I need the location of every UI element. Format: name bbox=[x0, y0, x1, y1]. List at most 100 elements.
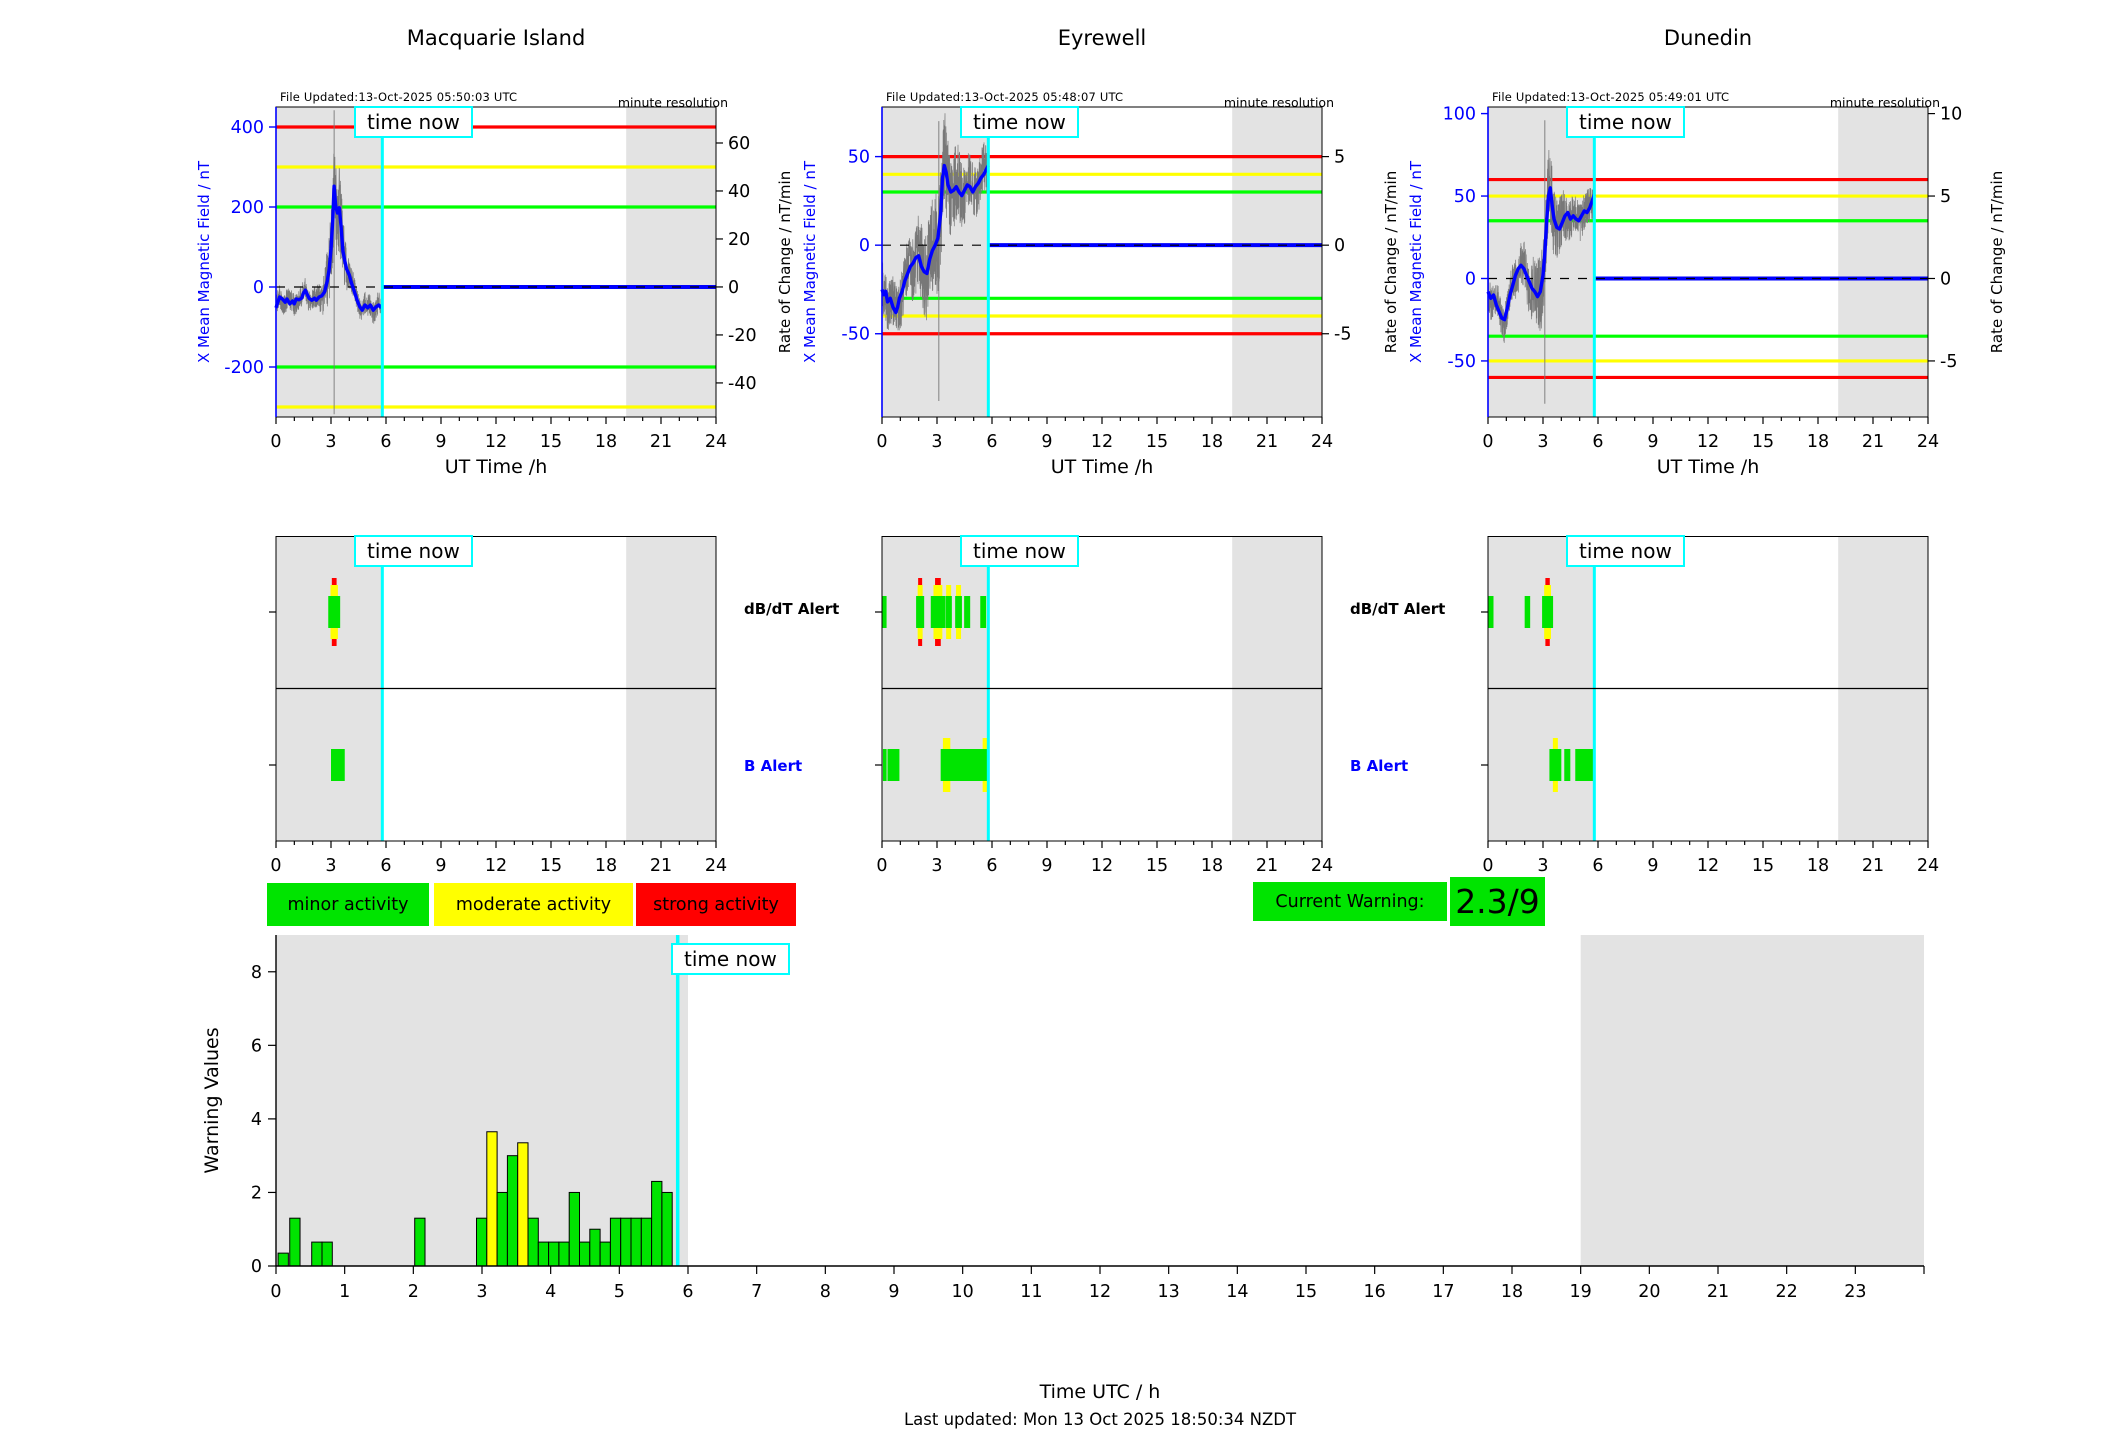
svg-text:15: 15 bbox=[540, 432, 562, 452]
svg-text:3: 3 bbox=[325, 432, 336, 452]
svg-text:20: 20 bbox=[1638, 1282, 1660, 1302]
svg-text:50: 50 bbox=[848, 148, 870, 168]
svg-text:12: 12 bbox=[1089, 1282, 1111, 1302]
svg-text:6: 6 bbox=[682, 1282, 693, 1302]
station-title-dunedin: Dunedin bbox=[1663, 26, 1753, 50]
time-now-box: time now bbox=[1566, 535, 1685, 567]
svg-text:22: 22 bbox=[1776, 1282, 1798, 1302]
svg-text:-200: -200 bbox=[224, 358, 264, 378]
svg-text:21: 21 bbox=[650, 432, 672, 452]
station-title-macquarie: Macquarie Island bbox=[406, 26, 586, 50]
svg-text:Rate of Change / nT/min: Rate of Change / nT/min bbox=[776, 171, 794, 353]
svg-text:15: 15 bbox=[540, 856, 562, 876]
svg-text:18: 18 bbox=[595, 856, 617, 876]
svg-text:21: 21 bbox=[650, 856, 672, 876]
svg-text:2: 2 bbox=[408, 1282, 419, 1302]
magnetometer-chart-macquarie: 0 3 6 9 12 15 18 21 244002000-2006040200-20-40X … bbox=[195, 106, 794, 452]
xaxis-label-macquarie: UT Time /h bbox=[444, 456, 548, 478]
svg-text:3: 3 bbox=[476, 1282, 487, 1302]
svg-text:50: 50 bbox=[1454, 187, 1476, 207]
svg-text:0: 0 bbox=[270, 432, 281, 452]
svg-text:15: 15 bbox=[1295, 1282, 1317, 1302]
xaxis-label-eyrewell: UT Time /h bbox=[1050, 456, 1154, 478]
svg-text:X Mean Magnetic Field / nT: X Mean Magnetic Field / nT bbox=[195, 160, 213, 363]
svg-text:18: 18 bbox=[1807, 856, 1829, 876]
alert-panel-eyrewell: 0 3 6 9 12 15 18 21 24 bbox=[875, 536, 1333, 876]
svg-text:-5: -5 bbox=[1334, 325, 1351, 345]
legend-strong-activity: strong activity bbox=[636, 883, 796, 926]
svg-text:21: 21 bbox=[1862, 856, 1884, 876]
svg-text:Rate of Change / nT/min: Rate of Change / nT/min bbox=[1382, 171, 1400, 353]
svg-text:18: 18 bbox=[1201, 432, 1223, 452]
svg-text:20: 20 bbox=[728, 230, 750, 250]
current-warning-label: Current Warning: bbox=[1253, 882, 1447, 921]
svg-text:21: 21 bbox=[1256, 856, 1278, 876]
last-updated-text: Last updated: Mon 13 Oct 2025 18:50:34 N… bbox=[903, 1410, 1297, 1429]
legend-moderate-activity: moderate activity bbox=[434, 883, 633, 926]
xaxis-label-warning-chart: Time UTC / h bbox=[1039, 1381, 1161, 1403]
svg-text:9: 9 bbox=[1041, 856, 1052, 876]
time-now-box: time now bbox=[960, 535, 1079, 567]
svg-text:0: 0 bbox=[859, 236, 870, 256]
svg-text:4: 4 bbox=[545, 1282, 556, 1302]
alert-panel-macquarie: 0 3 6 9 12 15 18 21 24 bbox=[269, 536, 727, 876]
svg-text:6: 6 bbox=[1592, 856, 1603, 876]
svg-text:6: 6 bbox=[986, 856, 997, 876]
svg-text:-50: -50 bbox=[841, 325, 870, 345]
b-alert-label: B Alert bbox=[744, 757, 803, 775]
svg-text:-40: -40 bbox=[728, 374, 757, 394]
svg-text:9: 9 bbox=[435, 432, 446, 452]
resolution-note-eyrewell: minute resolution bbox=[1223, 95, 1334, 110]
svg-text:4: 4 bbox=[251, 1110, 262, 1130]
svg-text:6: 6 bbox=[380, 432, 391, 452]
svg-text:5: 5 bbox=[1940, 187, 1951, 207]
svg-text:0: 0 bbox=[1334, 236, 1345, 256]
svg-text:15: 15 bbox=[1146, 432, 1168, 452]
svg-text:0: 0 bbox=[728, 278, 739, 298]
svg-text:9: 9 bbox=[1041, 432, 1052, 452]
svg-text:40: 40 bbox=[728, 182, 750, 202]
svg-text:15: 15 bbox=[1752, 856, 1774, 876]
svg-text:2: 2 bbox=[251, 1183, 262, 1203]
svg-text:24: 24 bbox=[1917, 856, 1939, 876]
svg-text:24: 24 bbox=[1311, 432, 1333, 452]
svg-text:100: 100 bbox=[1443, 105, 1476, 125]
svg-text:10: 10 bbox=[952, 1282, 974, 1302]
svg-text:15: 15 bbox=[1752, 432, 1774, 452]
svg-text:0: 0 bbox=[876, 856, 887, 876]
svg-text:9: 9 bbox=[888, 1282, 899, 1302]
svg-text:11: 11 bbox=[1020, 1282, 1042, 1302]
svg-text:X Mean Magnetic Field / nT: X Mean Magnetic Field / nT bbox=[1407, 160, 1425, 363]
file-updated-dunedin: File Updated:13-Oct-2025 05:49:01 UTC bbox=[1492, 90, 1730, 104]
svg-text:Warning Values: Warning Values bbox=[201, 1027, 223, 1173]
alert-panel-dunedin: 0 3 6 9 12 15 18 21 24 bbox=[1481, 536, 1939, 876]
svg-text:6: 6 bbox=[986, 432, 997, 452]
svg-text:12: 12 bbox=[485, 432, 507, 452]
time-now-box: time now bbox=[1566, 106, 1685, 138]
svg-text:X Mean Magnetic Field / nT: X Mean Magnetic Field / nT bbox=[801, 160, 819, 363]
svg-text:5: 5 bbox=[614, 1282, 625, 1302]
svg-text:3: 3 bbox=[1537, 432, 1548, 452]
time-now-box: time now bbox=[960, 106, 1079, 138]
resolution-note-dunedin: minute resolution bbox=[1829, 95, 1940, 110]
svg-text:3: 3 bbox=[325, 856, 336, 876]
svg-text:24: 24 bbox=[1311, 856, 1333, 876]
svg-text:0: 0 bbox=[876, 432, 887, 452]
b-alert-label: B Alert bbox=[1350, 757, 1409, 775]
time-now-box: time now bbox=[354, 535, 473, 567]
svg-text:-50: -50 bbox=[1447, 352, 1476, 372]
file-updated-macquarie: File Updated:13-Oct-2025 05:50:03 UTC bbox=[280, 90, 518, 104]
svg-text:18: 18 bbox=[1807, 432, 1829, 452]
dbdt-alert-label: dB/dT Alert bbox=[1350, 600, 1446, 618]
file-updated-eyrewell: File Updated:13-Oct-2025 05:48:07 UTC bbox=[886, 90, 1124, 104]
svg-text:12: 12 bbox=[1091, 856, 1113, 876]
svg-text:200: 200 bbox=[231, 198, 264, 218]
svg-text:21: 21 bbox=[1256, 432, 1278, 452]
svg-text:18: 18 bbox=[1501, 1282, 1523, 1302]
svg-text:9: 9 bbox=[1647, 856, 1658, 876]
resolution-note-macquarie: minute resolution bbox=[617, 95, 728, 110]
svg-text:21: 21 bbox=[1862, 432, 1884, 452]
svg-text:12: 12 bbox=[1697, 856, 1719, 876]
svg-text:9: 9 bbox=[435, 856, 446, 876]
time-now-box: time now bbox=[354, 106, 473, 138]
